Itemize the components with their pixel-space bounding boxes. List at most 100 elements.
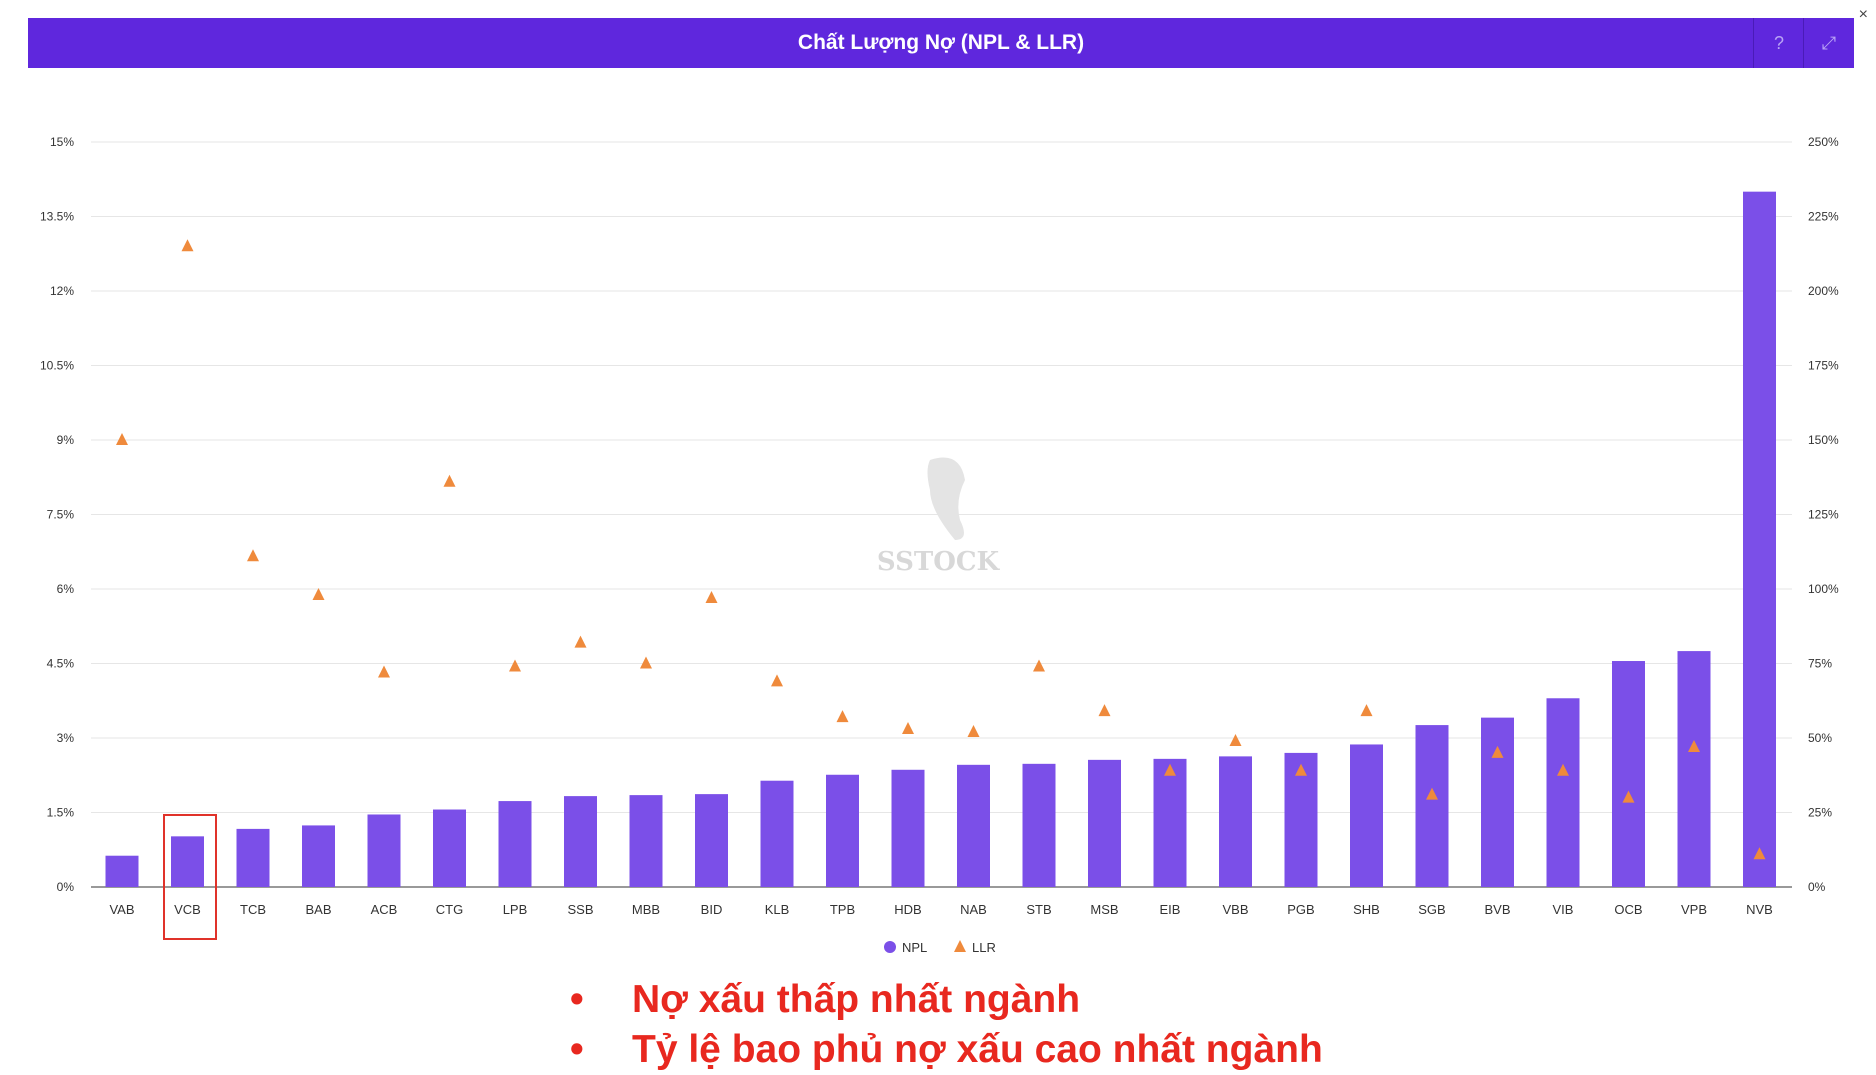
category-label: NVB [1746, 902, 1773, 917]
npl-bar-stb [1022, 763, 1056, 887]
category-label: HDB [894, 902, 921, 917]
llr-marker-vib [1557, 763, 1569, 776]
category-label: KLB [765, 902, 790, 917]
category-label: ACB [371, 902, 398, 917]
npl-bar-vcb [171, 836, 204, 887]
category-label: SGB [1418, 902, 1445, 917]
npl-bar-sgb [1415, 725, 1449, 887]
npl-bar-ssb [564, 796, 597, 887]
npl-bar-klb [760, 780, 794, 887]
right-tick-label: 225% [1808, 210, 1839, 224]
llr-marker-acb [378, 665, 390, 678]
legend-llr-label: LLR [972, 940, 996, 955]
legend-npl-marker [884, 941, 896, 953]
close-icon[interactable]: × [1858, 6, 1868, 23]
left-tick-label: 3% [57, 731, 75, 745]
llr-marker-bid [705, 590, 718, 603]
npl-bar-mbb [629, 795, 663, 887]
category-label: BVB [1484, 902, 1510, 917]
npl-bar-bvb [1481, 717, 1514, 887]
left-tick-label: 12% [50, 284, 74, 298]
right-tick-label: 100% [1808, 582, 1839, 596]
llr-marker-ssb [574, 635, 587, 648]
chart-header: Chất Lượng Nợ (NPL & LLR) ? ⤢ [28, 18, 1854, 68]
npl-bar-vab [105, 855, 139, 887]
llr-marker-tcb [247, 549, 259, 562]
npl-bar-vbb [1219, 756, 1252, 887]
right-tick-label: 25% [1808, 806, 1832, 820]
category-label: STB [1026, 902, 1051, 917]
category-label: TCB [240, 902, 266, 917]
npl-bar-shb [1350, 744, 1383, 887]
llr-marker-sgb [1426, 787, 1438, 800]
right-tick-label: 0% [1808, 880, 1826, 894]
llr-marker-tpb [836, 710, 849, 723]
llr-marker-vab [116, 433, 128, 445]
category-label: TPB [830, 902, 855, 917]
left-tick-label: 7.5% [47, 508, 75, 522]
left-tick-label: 0% [57, 880, 75, 894]
notes: • Nợ xấu thấp nhất ngành • Tỷ lệ bao phủ n… [570, 975, 1323, 1075]
category-label: VBB [1222, 902, 1248, 917]
llr-marker-lpb [509, 659, 521, 672]
llr-marker-eib [1164, 763, 1176, 776]
llr-marker-shb [1360, 704, 1373, 717]
expand-icon[interactable]: ⤢ [1803, 18, 1854, 68]
category-label: BID [701, 902, 723, 917]
question-circle-icon[interactable]: ? [1753, 18, 1804, 68]
npl-bar-vpb [1677, 651, 1711, 887]
category-label: SSB [567, 902, 593, 917]
category-label: MSB [1090, 902, 1118, 917]
npl-bar-msb [1088, 759, 1121, 887]
category-label: VAB [109, 902, 134, 917]
right-tick-label: 75% [1808, 657, 1832, 671]
npl-bar-acb [367, 814, 401, 887]
right-tick-label: 50% [1808, 731, 1832, 745]
npl-bar-vib [1546, 698, 1580, 887]
right-tick-label: 175% [1808, 359, 1839, 373]
note-item: • Tỷ lệ bao phủ nợ xấu cao nhất ngành [570, 1028, 1323, 1071]
left-tick-label: 6% [57, 582, 75, 596]
chart-title: Chất Lượng Nợ (NPL & LLR) [797, 31, 1085, 54]
llr-marker-bab [312, 587, 325, 600]
category-label: CTG [436, 902, 463, 917]
category-label: NAB [960, 902, 987, 917]
npl-bar-bid [695, 794, 728, 887]
category-label: VCB [174, 902, 201, 917]
npl-bar-lpb [498, 801, 532, 887]
llr-marker-bvb [1491, 745, 1504, 758]
left-tick-label: 10.5% [40, 359, 74, 373]
legend-npl-label: NPL [902, 940, 927, 955]
left-tick-label: 15% [50, 135, 74, 149]
npl-bar-hdb [891, 769, 925, 887]
npl-bar-ocb [1612, 661, 1645, 887]
category-label: OCB [1614, 902, 1642, 917]
category-label: PGB [1287, 902, 1314, 917]
llr-marker-stb [1033, 659, 1045, 672]
llr-marker-msb [1098, 704, 1111, 717]
right-tick-label: 150% [1808, 433, 1839, 447]
npl-bar-eib [1153, 758, 1187, 887]
watermark-logo: SSTOCK [877, 547, 1001, 577]
left-tick-label: 13.5% [40, 210, 74, 224]
category-label: VIB [1553, 902, 1574, 917]
llr-marker-pgb [1295, 763, 1307, 776]
llr-marker-vpb [1688, 739, 1700, 752]
category-label: LPB [503, 902, 528, 917]
horse-logo-icon [927, 457, 965, 540]
llr-marker-vcb [181, 239, 194, 252]
llr-marker-mbb [640, 656, 652, 669]
llr-marker-nvb [1753, 847, 1766, 860]
category-label: MBB [632, 902, 660, 917]
llr-marker-klb [771, 674, 783, 687]
category-label: EIB [1160, 902, 1181, 917]
highlight-box-vcb [163, 814, 217, 940]
npl-bar-ctg [433, 809, 466, 887]
right-tick-label: 250% [1808, 135, 1839, 149]
left-tick-label: 1.5% [47, 806, 75, 820]
right-tick-label: 200% [1808, 284, 1839, 298]
left-tick-label: 4.5% [47, 657, 75, 671]
legend-llr-marker [954, 940, 966, 952]
npl-bar-nvb [1743, 191, 1776, 887]
